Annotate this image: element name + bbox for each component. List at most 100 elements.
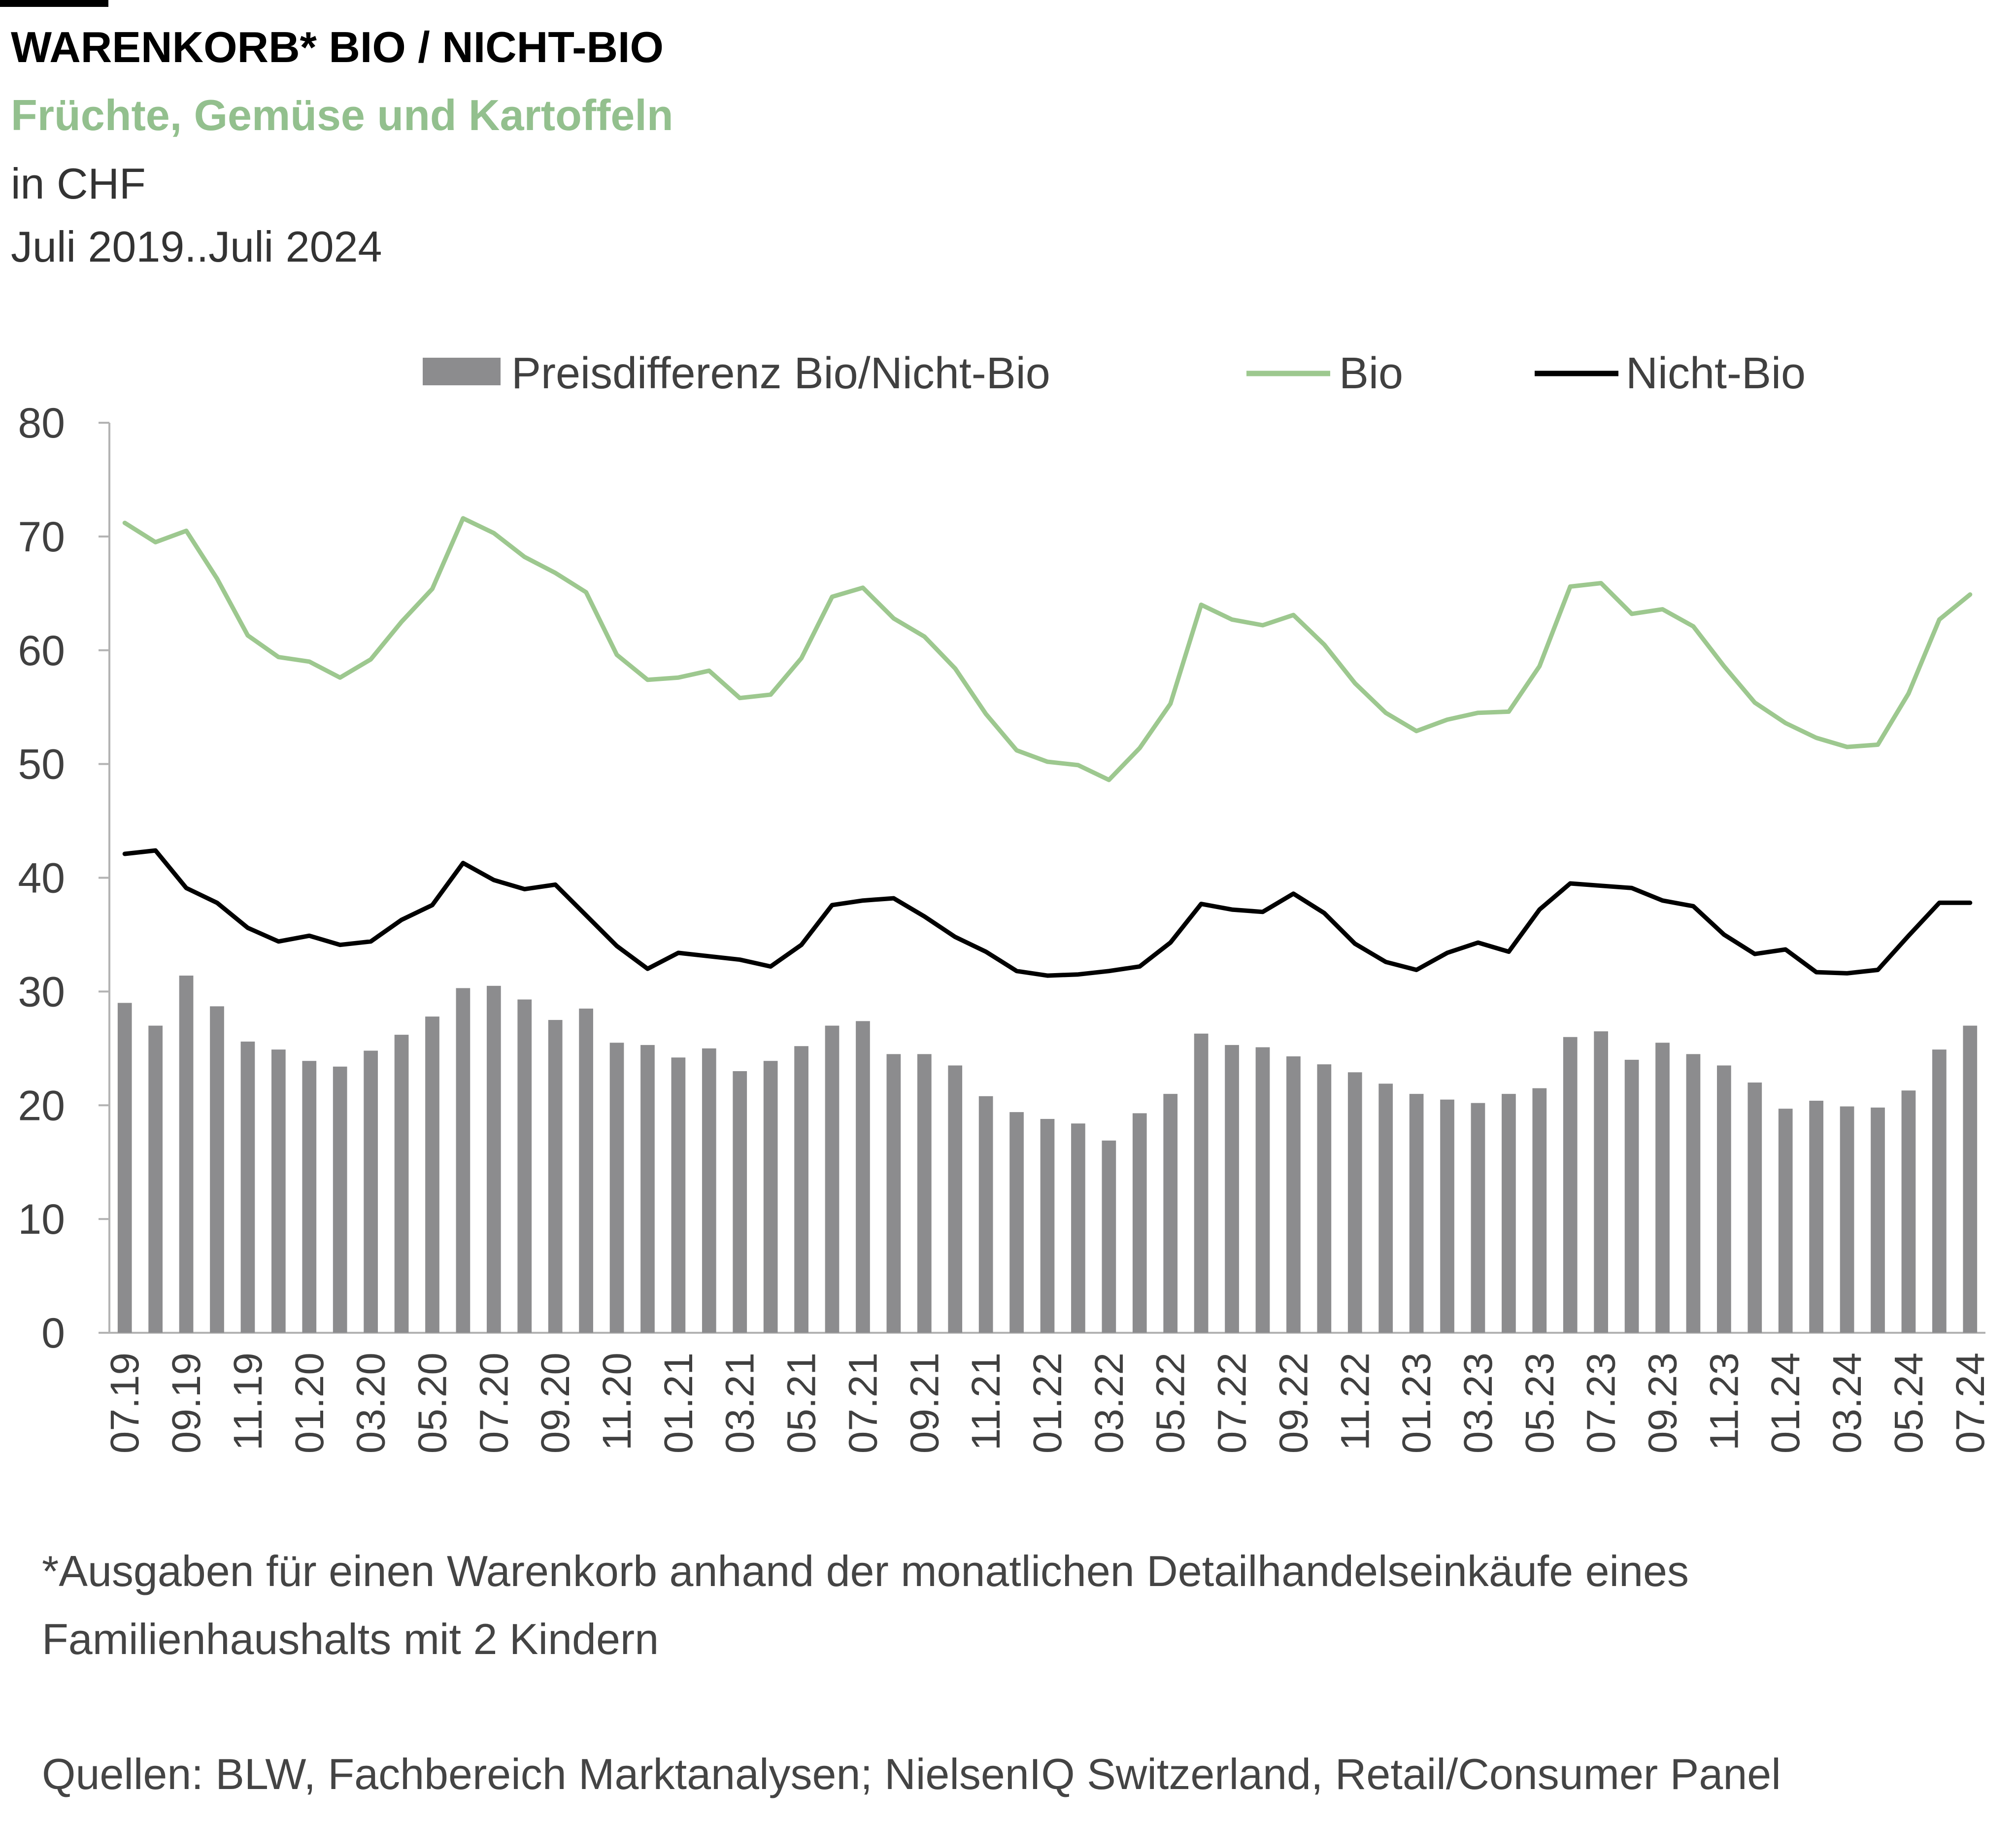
bar-preisdifferenz	[1963, 1025, 1978, 1333]
x-tick-label: 07.24	[1948, 1352, 1993, 1453]
bar-preisdifferenz	[1778, 1109, 1793, 1333]
legend-label-nicht-bio: Nicht-Bio	[1626, 349, 1806, 398]
bar-preisdifferenz	[671, 1057, 686, 1333]
bar-preisdifferenz	[1347, 1072, 1362, 1333]
bar-preisdifferenz	[1225, 1045, 1239, 1333]
bar-preisdifferenz	[1809, 1101, 1824, 1333]
bar-preisdifferenz	[1286, 1056, 1301, 1333]
y-tick-label: 10	[18, 1196, 65, 1243]
x-tick-label: 11.19	[226, 1352, 270, 1451]
x-tick-label: 01.20	[287, 1352, 332, 1453]
bar-preisdifferenz	[1624, 1059, 1639, 1333]
bar-preisdifferenz	[179, 976, 194, 1333]
bar-preisdifferenz	[733, 1071, 747, 1333]
bar-preisdifferenz	[1532, 1088, 1547, 1333]
period-label: Juli 2019..Juli 2024	[11, 222, 382, 271]
bar-preisdifferenz	[1255, 1047, 1270, 1333]
bar-preisdifferenz	[1594, 1031, 1609, 1333]
y-tick-label: 40	[18, 855, 65, 902]
bar-preisdifferenz	[640, 1045, 655, 1333]
x-tick-label: 09.21	[902, 1352, 947, 1453]
x-tick-label: 05.20	[410, 1352, 455, 1453]
x-tick-label: 05.21	[779, 1352, 824, 1453]
x-tick-label: 11.23	[1702, 1352, 1747, 1451]
bar-preisdifferenz	[117, 1003, 132, 1333]
x-tick-label: 03.21	[718, 1352, 763, 1453]
bar-preisdifferenz	[856, 1021, 870, 1333]
bar-preisdifferenz	[456, 988, 470, 1333]
bar-preisdifferenz	[517, 999, 532, 1333]
x-tick-label: 05.22	[1148, 1352, 1193, 1453]
x-tick-label: 05.23	[1517, 1352, 1562, 1453]
bar-preisdifferenz	[548, 1020, 563, 1333]
x-tick-label: 05.24	[1886, 1352, 1931, 1453]
bar-preisdifferenz	[1009, 1112, 1024, 1333]
x-tick-label: 11.22	[1333, 1352, 1378, 1451]
x-tick-label: 07.23	[1579, 1352, 1624, 1453]
bar-preisdifferenz	[1932, 1049, 1947, 1333]
y-tick-label: 80	[18, 400, 65, 447]
bar-preisdifferenz	[148, 1025, 163, 1333]
x-tick-label: 01.21	[656, 1352, 701, 1453]
x-tick-label: 03.23	[1456, 1352, 1501, 1453]
chart-title: WARENKORB* BIO / NICHT-BIO	[11, 23, 664, 71]
bar-preisdifferenz	[1563, 1037, 1578, 1333]
bar-preisdifferenz	[978, 1096, 993, 1333]
y-tick-label: 0	[41, 1310, 65, 1357]
bar-preisdifferenz	[1901, 1090, 1916, 1333]
bar-preisdifferenz	[1040, 1118, 1055, 1333]
x-tick-label: 03.24	[1825, 1352, 1870, 1453]
bar-preisdifferenz	[1317, 1064, 1332, 1333]
y-tick-label: 30	[18, 968, 65, 1015]
bar-preisdifferenz	[271, 1049, 286, 1333]
bar-preisdifferenz	[1071, 1123, 1085, 1333]
bar-preisdifferenz	[1378, 1083, 1393, 1333]
bar-preisdifferenz	[364, 1050, 378, 1333]
bar-preisdifferenz	[240, 1041, 255, 1333]
sources-note: Quellen: BLW, Fachbereich Marktanalysen;…	[42, 1750, 1781, 1798]
bar-preisdifferenz	[1747, 1082, 1762, 1333]
x-tick-label: 11.21	[964, 1352, 1008, 1451]
x-tick-label: 09.19	[164, 1352, 209, 1453]
bar-preisdifferenz	[886, 1054, 901, 1333]
x-tick-label: 07.21	[840, 1352, 885, 1453]
bar-preisdifferenz	[1102, 1140, 1116, 1333]
y-tick-label: 20	[18, 1082, 65, 1129]
x-tick-label: 07.20	[471, 1352, 516, 1453]
x-tick-label: 01.24	[1763, 1352, 1808, 1453]
x-tick-label: 09.23	[1641, 1352, 1685, 1453]
bar-preisdifferenz	[210, 1006, 224, 1333]
bar-preisdifferenz	[1163, 1094, 1178, 1333]
bar-preisdifferenz	[1840, 1106, 1854, 1333]
y-tick-label: 70	[18, 513, 65, 561]
bar-preisdifferenz	[486, 985, 501, 1333]
bar-preisdifferenz	[1717, 1065, 1731, 1333]
line-bio	[122, 516, 1973, 782]
bar-preisdifferenz	[579, 1009, 593, 1333]
bar-preisdifferenz	[825, 1025, 840, 1333]
bar-preisdifferenz	[1409, 1094, 1424, 1333]
unit-label: in CHF	[11, 159, 146, 208]
bar-preisdifferenz	[1655, 1043, 1670, 1333]
x-tick-label: 09.22	[1271, 1352, 1316, 1453]
y-tick-label: 50	[18, 741, 65, 788]
bar-preisdifferenz	[1132, 1113, 1147, 1333]
y-tick-label: 60	[18, 627, 65, 675]
footnote: *Ausgaben für einen Warenkorb anhand der…	[42, 1547, 1689, 1663]
bar-preisdifferenz	[702, 1048, 716, 1333]
bar-preisdifferenz	[1471, 1103, 1485, 1333]
x-tick-label: 03.22	[1087, 1352, 1132, 1453]
price-chart: 0 10 20 30 40 50 60 70 80 07.19 09.19 11.19 01.20 03.…	[18, 349, 1993, 1453]
bar-preisdifferenz	[1502, 1094, 1516, 1333]
bar-preisdifferenz	[763, 1061, 778, 1333]
x-tick-label: 03.20	[349, 1352, 394, 1453]
bar-preisdifferenz	[609, 1043, 624, 1333]
legend-label-preisdifferenz: Preisdifferenz Bio/Nicht-Bio	[511, 349, 1050, 398]
bar-preisdifferenz	[917, 1054, 932, 1333]
legend-label-bio: Bio	[1339, 349, 1403, 398]
line-nicht-bio	[122, 848, 1973, 978]
bar-preisdifferenz	[333, 1066, 347, 1333]
x-tick-label: 07.22	[1210, 1352, 1255, 1453]
bar-preisdifferenz	[302, 1061, 317, 1333]
bar-preisdifferenz	[1871, 1107, 1885, 1333]
